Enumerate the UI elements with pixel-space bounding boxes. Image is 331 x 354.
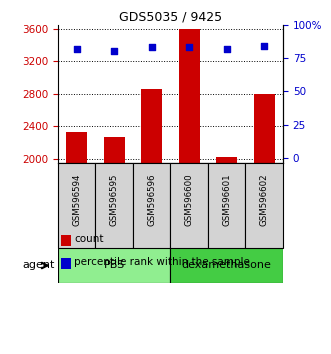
- Text: count: count: [74, 234, 104, 244]
- Text: GSM596595: GSM596595: [110, 173, 119, 225]
- Text: GSM596594: GSM596594: [72, 173, 81, 225]
- Point: [224, 46, 229, 52]
- Bar: [246, 163, 283, 248]
- Bar: [66, 132, 87, 321]
- Point: [112, 48, 117, 54]
- Point: [187, 45, 192, 50]
- Text: percentile rank within the sample: percentile rank within the sample: [74, 257, 250, 267]
- Bar: [95, 163, 133, 248]
- Bar: [208, 163, 246, 248]
- Point: [74, 46, 79, 52]
- Point: [149, 45, 154, 50]
- Bar: [254, 94, 274, 321]
- Bar: [179, 29, 200, 321]
- Bar: [170, 163, 208, 248]
- Text: PBS: PBS: [104, 261, 125, 270]
- Bar: [170, 248, 283, 283]
- Text: GSM596596: GSM596596: [147, 173, 156, 225]
- Text: dexamethasone: dexamethasone: [182, 261, 272, 270]
- Bar: [141, 89, 162, 321]
- Bar: [58, 163, 95, 248]
- Text: GSM596601: GSM596601: [222, 173, 231, 225]
- Text: GSM596602: GSM596602: [260, 173, 269, 225]
- Bar: [104, 137, 124, 321]
- Point: [261, 43, 267, 49]
- Bar: [133, 163, 170, 248]
- Text: agent: agent: [22, 261, 55, 270]
- Bar: [216, 157, 237, 321]
- Text: GSM596600: GSM596600: [185, 173, 194, 225]
- Text: GDS5035 / 9425: GDS5035 / 9425: [119, 11, 222, 24]
- Bar: [58, 248, 170, 283]
